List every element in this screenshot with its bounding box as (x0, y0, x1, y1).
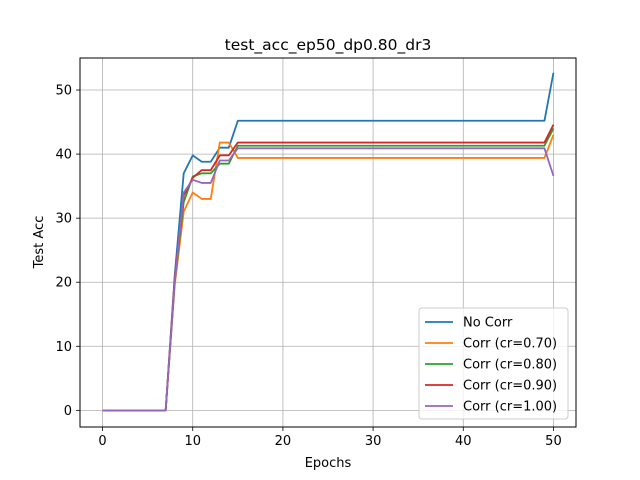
legend-label: Corr (cr=0.80) (463, 358, 557, 373)
series-line-1 (102, 72, 555, 412)
legend-box (418, 307, 569, 420)
y-axis-label: Test Acc (32, 216, 47, 270)
x-tick-label: 20 (275, 434, 292, 449)
grid (80, 58, 576, 427)
chart-title: test_acc_ep50_dp0.80_dr3 (225, 36, 432, 55)
y-tick-label: 0 (64, 404, 72, 419)
x-axis-label: Epochs (305, 456, 352, 471)
y-tick-label: 30 (55, 212, 72, 227)
y-tick-label: 20 (55, 276, 72, 291)
x-tick-label: 0 (98, 434, 106, 449)
series-line-5 (102, 147, 555, 412)
x-tick-label: 40 (455, 434, 472, 449)
legend-label: Corr (cr=0.90) (463, 379, 557, 394)
plot-frame (79, 57, 577, 428)
y-tick-label: 10 (55, 340, 72, 355)
y-tick-label: 40 (55, 148, 72, 163)
y-tick-label: 50 (55, 84, 72, 99)
legend: No Corr Corr (cr=0.70) Corr (cr=0.80) Corr … (418, 307, 569, 420)
legend-label: No Corr (463, 316, 513, 331)
series-lines (102, 72, 555, 412)
legend-label: Corr (cr=0.70) (463, 337, 557, 352)
x-tick-label: 30 (365, 434, 382, 449)
x-tick-label: 10 (184, 434, 201, 449)
ticks: 0 10 20 30 40 50 0 10 20 30 40 50 (55, 84, 561, 449)
legend-label: Corr (cr=1.00) (463, 400, 557, 415)
x-tick-label: 50 (545, 434, 562, 449)
